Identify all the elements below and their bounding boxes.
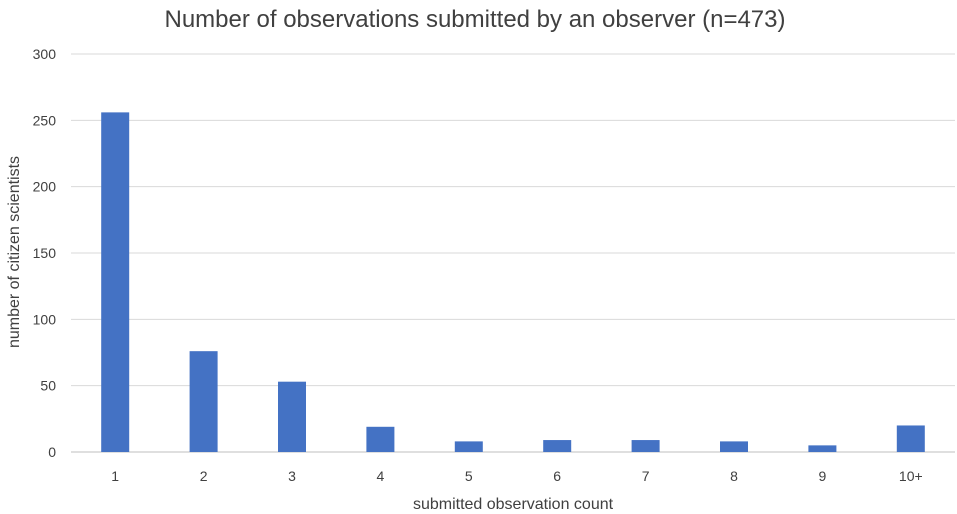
bar-10+	[896, 425, 925, 452]
x-tick-label: 4	[377, 468, 385, 484]
y-tick-label: 0	[48, 444, 56, 460]
x-tick-label: 6	[553, 468, 561, 484]
bar-7	[631, 440, 660, 452]
y-tick-label: 150	[33, 245, 57, 261]
gridlines	[71, 53, 955, 453]
x-tick-label: 10+	[899, 468, 923, 484]
bar-4	[366, 426, 395, 452]
bar-5	[454, 441, 483, 452]
y-tick-label: 250	[33, 112, 57, 128]
x-tick-label: 2	[200, 468, 208, 484]
y-tick-label: 300	[33, 46, 57, 62]
x-tick-label: 5	[465, 468, 473, 484]
x-tick-label: 3	[288, 468, 296, 484]
bars	[101, 112, 925, 452]
bar-1	[101, 112, 130, 452]
bar-9	[808, 445, 837, 452]
y-axis-ticks: 0 50 100 150 200 250 300	[33, 46, 57, 460]
y-tick-label: 50	[40, 378, 56, 394]
y-tick-label: 100	[33, 311, 57, 327]
x-tick-label: 7	[642, 468, 650, 484]
chart-title: Number of observations submitted by an o…	[165, 6, 786, 33]
x-tick-label: 8	[730, 468, 738, 484]
x-tick-label: 1	[111, 468, 119, 484]
x-axis-ticks: 1 2 3 4 5 6 7 8 9 10+	[111, 468, 922, 484]
bar-8	[720, 441, 748, 452]
bar-6	[543, 440, 572, 452]
bar-3	[278, 381, 306, 452]
y-axis-title: number of citizen scientists	[6, 156, 23, 348]
x-axis-title: submitted observation count	[413, 496, 614, 513]
x-tick-label: 9	[819, 468, 827, 484]
y-tick-label: 200	[33, 179, 57, 195]
bar-2	[189, 351, 218, 452]
